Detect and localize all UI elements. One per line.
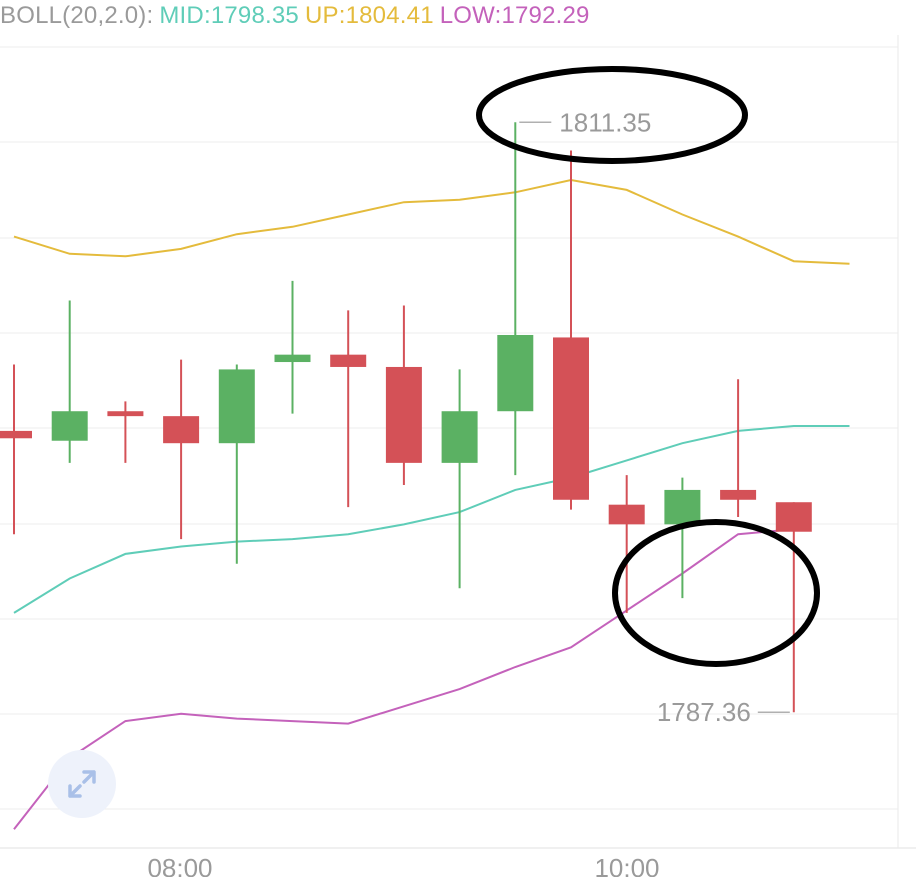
annotation-ellipse-low (612, 519, 820, 667)
upper-band-line (13, 178, 850, 265)
boll-mid-value: MID:1798.35 (159, 2, 299, 29)
candle-13 (720, 379, 757, 517)
bollinger-bands (13, 178, 850, 830)
annotation-ellipse-high (476, 66, 748, 164)
candle-12 (664, 477, 701, 599)
candle-3 (163, 359, 200, 540)
candle-body (441, 411, 478, 463)
high-price-label: 1811.35 (559, 107, 651, 137)
expand-button[interactable] (48, 750, 116, 818)
x-tick-label: 08:00 (147, 853, 212, 877)
candle-11 (608, 475, 645, 613)
candle-9 (497, 122, 534, 476)
candle-1 (51, 300, 88, 463)
candles (0, 122, 812, 713)
x-axis: 08:00 10:00 (147, 853, 659, 877)
candle-8 (441, 369, 478, 589)
x-tick-label: 10:00 (594, 853, 659, 877)
candle-body (608, 504, 645, 525)
candle-body (553, 337, 589, 500)
boll-legend: BOLL(20,2.0): MID:1798.35 UP:1804.41 LOW:17… (0, 2, 596, 32)
candle-body (274, 354, 311, 363)
candle-7 (385, 305, 422, 486)
low-price-label: 1787.36 (657, 697, 751, 727)
candle-0 (0, 364, 32, 535)
boll-up-value: UP:1804.41 (304, 2, 434, 29)
candle-body (497, 334, 534, 412)
mid-band-line (13, 425, 850, 614)
candle-body (385, 366, 422, 463)
lower-band-line (13, 528, 794, 830)
candle-body (720, 489, 757, 500)
candle-body (163, 416, 200, 444)
candle-body (51, 411, 88, 441)
candle-body (775, 502, 812, 532)
candle-4 (218, 364, 255, 564)
candle-body (330, 354, 367, 367)
candle-6 (330, 310, 367, 508)
candle-body (0, 430, 32, 439)
candle-14 (775, 502, 812, 713)
extreme-labels: 1811.35 1787.36 (519, 107, 790, 727)
candle-10 (553, 150, 589, 510)
boll-low-value: LOW:1792.29 (439, 2, 590, 29)
candle-5 (274, 280, 311, 414)
boll-indicator-name: BOLL(20,2.0): (0, 2, 154, 29)
candle-body (664, 489, 701, 525)
expand-icon (68, 770, 96, 798)
annotations (476, 66, 820, 667)
candle-body (107, 411, 144, 417)
candle-2 (107, 401, 144, 463)
candle-body (218, 369, 255, 444)
